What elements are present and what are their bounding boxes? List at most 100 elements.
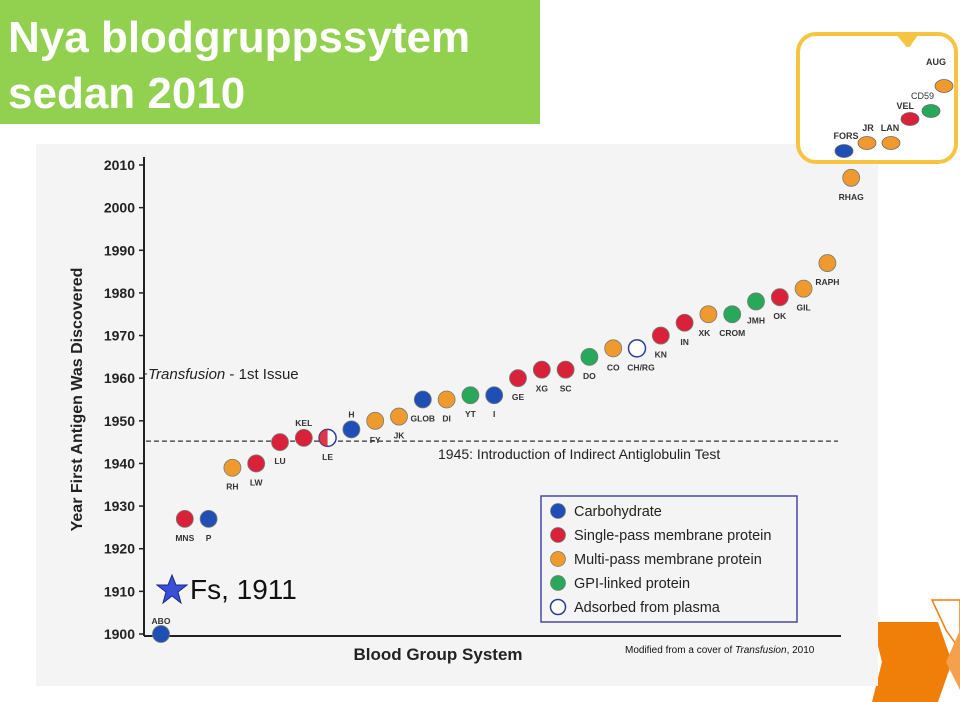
data-label-co: CO bbox=[607, 362, 620, 372]
inset-point-fors bbox=[834, 144, 854, 158]
legend-label: GPI-linked protein bbox=[574, 576, 690, 592]
data-label-jk: JK bbox=[394, 431, 406, 441]
data-point-co bbox=[604, 339, 623, 358]
slide-title-line-2: sedan 2010 bbox=[8, 69, 246, 118]
data-label-abo: ABO bbox=[152, 616, 171, 626]
inset-label-vel: VEL bbox=[896, 101, 914, 111]
data-label-ge: GE bbox=[512, 392, 525, 402]
data-label-fy: FY bbox=[370, 435, 381, 445]
data-point-yt bbox=[461, 386, 480, 405]
data-label-lu: LU bbox=[274, 456, 285, 466]
legend-marker bbox=[550, 527, 566, 543]
data-point-sc bbox=[556, 360, 575, 379]
source-note: Modified from a cover of Transfusion, 20… bbox=[625, 645, 814, 656]
y-tick-label: 1950 bbox=[104, 413, 135, 429]
data-point-ge bbox=[509, 369, 527, 388]
decorative-hexagons bbox=[872, 599, 960, 702]
data-point-abo bbox=[152, 625, 170, 643]
x-axis-title: Blood Group System bbox=[353, 645, 522, 664]
data-point-raph bbox=[818, 254, 837, 272]
data-point-di bbox=[437, 390, 456, 409]
data-point-jmh bbox=[747, 292, 765, 311]
source-note-prefix: Modified from a cover of bbox=[625, 645, 736, 656]
legend-marker bbox=[549, 598, 567, 616]
inset-point-lan bbox=[881, 136, 901, 150]
data-point-lu bbox=[271, 433, 289, 452]
data-label-le: LE bbox=[322, 452, 333, 462]
data-point-rhag bbox=[842, 168, 861, 187]
y-tick-label: 1900 bbox=[104, 626, 135, 642]
data-point-fy bbox=[366, 411, 385, 430]
blood-group-chart: 1900 1910 1920 1930 1940 1950 1960 1970 1980 1990… bbox=[69, 157, 864, 664]
data-point-in bbox=[675, 313, 694, 332]
y-tick-label: 1910 bbox=[104, 583, 135, 599]
data-label-p: P bbox=[206, 533, 212, 543]
data-label-jmh: JMH bbox=[747, 315, 765, 325]
legend-frame bbox=[540, 495, 798, 623]
data-label-h: H bbox=[348, 409, 354, 419]
data-label-xk: XK bbox=[698, 328, 711, 338]
legend-label: Single-pass membrane protein bbox=[574, 528, 771, 544]
data-label-i: I bbox=[493, 409, 495, 419]
data-point-do bbox=[580, 347, 599, 366]
y-tick-label: 1990 bbox=[104, 242, 135, 258]
y-tick-label: 2010 bbox=[104, 157, 135, 173]
data-point-xg bbox=[532, 360, 551, 379]
legend-marker bbox=[550, 575, 566, 591]
data-point-ch-rg bbox=[627, 339, 647, 358]
data-point-rh bbox=[223, 458, 242, 477]
inset-label-fors: FORS bbox=[833, 131, 858, 141]
data-point-lw bbox=[247, 454, 266, 473]
inset-label-cd59: CD59 bbox=[911, 91, 934, 101]
inset-point-vel bbox=[900, 112, 920, 126]
y-tick-label: 1930 bbox=[104, 498, 135, 514]
data-point-crom bbox=[723, 305, 742, 324]
y-tick-label: 1920 bbox=[104, 541, 135, 557]
legend-label: Carbohydrate bbox=[574, 504, 662, 520]
y-tick-label: 1940 bbox=[104, 455, 135, 471]
data-point-gil bbox=[794, 279, 813, 298]
inset-point-jr bbox=[857, 136, 877, 150]
data-point-glob bbox=[413, 390, 432, 409]
y-tick-label: 2000 bbox=[104, 200, 135, 216]
data-label-sc: SC bbox=[560, 384, 572, 394]
data-label-kel: KEL bbox=[295, 418, 312, 428]
data-point-p bbox=[199, 509, 218, 528]
data-point-kel bbox=[294, 428, 313, 447]
legend-marker bbox=[550, 551, 566, 567]
y-tick-label: 1970 bbox=[104, 328, 135, 344]
antiglobulin-annotation: 1945: Introduction of Indirect Antiglobu… bbox=[438, 446, 720, 462]
sunburst-ray bbox=[905, 32, 921, 47]
data-label-yt: YT bbox=[465, 409, 477, 419]
data-point-xk bbox=[699, 305, 718, 324]
transfusion-annotation-rest: - 1st Issue bbox=[225, 366, 298, 383]
y-tick-label: 1960 bbox=[104, 370, 135, 386]
data-label-raph: RAPH bbox=[815, 277, 839, 287]
inset-label-jr: JR bbox=[862, 123, 874, 133]
title-banner bbox=[0, 0, 540, 124]
transfusion-annotation: Transfusion - 1st Issue bbox=[148, 366, 299, 383]
legend-marker bbox=[550, 503, 566, 519]
slide-title-line-1: Nya blodgruppssytem bbox=[8, 13, 471, 62]
data-label-rh: RH bbox=[226, 482, 238, 492]
data-label-ok: OK bbox=[773, 311, 787, 321]
data-point-kn bbox=[651, 326, 670, 345]
data-label-xg: XG bbox=[536, 384, 549, 394]
inset-point-aug bbox=[934, 79, 954, 93]
inset-label-lan: LAN bbox=[881, 123, 900, 133]
legend-label: Multi-pass membrane protein bbox=[574, 552, 762, 568]
y-axis-title: Year First Antigen Was Discovered bbox=[69, 268, 86, 532]
data-point-mns bbox=[175, 509, 194, 528]
legend-label: Adsorbed from plasma bbox=[574, 600, 721, 616]
legend: Carbohydrate Single-pass membrane protein… bbox=[540, 495, 798, 623]
data-label-rhag: RHAG bbox=[839, 192, 864, 202]
source-note-journal: Transfusion bbox=[735, 645, 787, 656]
data-label-di: DI bbox=[442, 414, 451, 424]
transfusion-annotation-journal: Transfusion bbox=[148, 366, 225, 383]
data-point-jk bbox=[390, 407, 408, 426]
star-icon bbox=[156, 574, 188, 604]
y-tick-label: 1980 bbox=[104, 285, 135, 301]
data-label-kn: KN bbox=[655, 350, 667, 360]
data-point-ok bbox=[770, 288, 789, 307]
